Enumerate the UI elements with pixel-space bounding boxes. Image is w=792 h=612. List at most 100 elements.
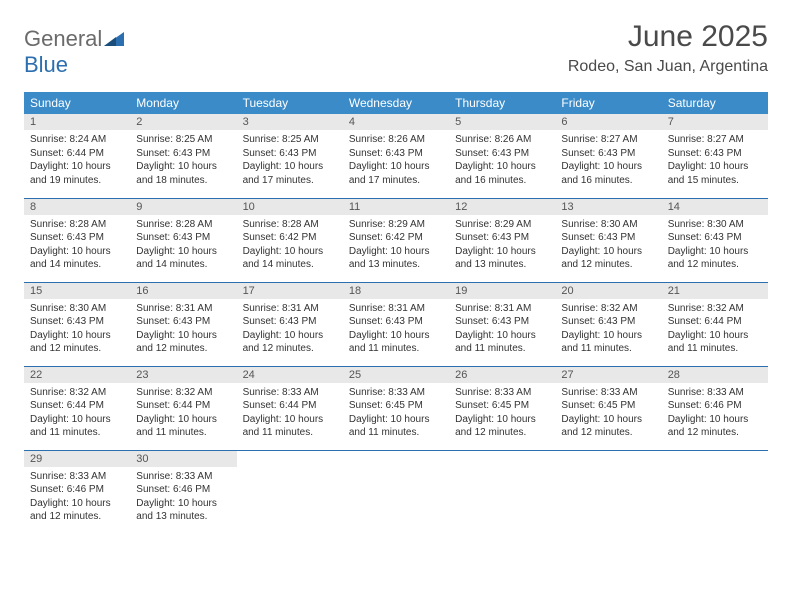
day-details: Sunrise: 8:30 AMSunset: 6:43 PMDaylight:… <box>555 215 661 276</box>
day-number: 10 <box>237 199 343 215</box>
day-number: 26 <box>449 367 555 383</box>
day-number: 4 <box>343 114 449 130</box>
day-number: 11 <box>343 199 449 215</box>
day-details: Sunrise: 8:27 AMSunset: 6:43 PMDaylight:… <box>662 130 768 191</box>
day-details: Sunrise: 8:29 AMSunset: 6:43 PMDaylight:… <box>449 215 555 276</box>
day-number: 28 <box>662 367 768 383</box>
calendar-cell: 7Sunrise: 8:27 AMSunset: 6:43 PMDaylight… <box>662 114 768 198</box>
day-number: 7 <box>662 114 768 130</box>
day-number: 8 <box>24 199 130 215</box>
calendar-cell-empty: .. <box>237 450 343 534</box>
day-number: 5 <box>449 114 555 130</box>
day-number: 18 <box>343 283 449 299</box>
calendar-cell: 6Sunrise: 8:27 AMSunset: 6:43 PMDaylight… <box>555 114 661 198</box>
day-details: Sunrise: 8:25 AMSunset: 6:43 PMDaylight:… <box>130 130 236 191</box>
weekday-header-row: Sunday Monday Tuesday Wednesday Thursday… <box>24 92 768 114</box>
calendar-cell: 2Sunrise: 8:25 AMSunset: 6:43 PMDaylight… <box>130 114 236 198</box>
calendar-cell: 12Sunrise: 8:29 AMSunset: 6:43 PMDayligh… <box>449 198 555 282</box>
calendar-cell: 15Sunrise: 8:30 AMSunset: 6:43 PMDayligh… <box>24 282 130 366</box>
day-number: 20 <box>555 283 661 299</box>
title-block: June 2025 Rodeo, San Juan, Argentina <box>568 20 768 76</box>
calendar-cell: 30Sunrise: 8:33 AMSunset: 6:46 PMDayligh… <box>130 450 236 534</box>
day-details: Sunrise: 8:32 AMSunset: 6:44 PMDaylight:… <box>662 299 768 360</box>
calendar-cell: 3Sunrise: 8:25 AMSunset: 6:43 PMDaylight… <box>237 114 343 198</box>
day-details: Sunrise: 8:31 AMSunset: 6:43 PMDaylight:… <box>449 299 555 360</box>
calendar-cell: 5Sunrise: 8:26 AMSunset: 6:43 PMDaylight… <box>449 114 555 198</box>
day-details: Sunrise: 8:30 AMSunset: 6:43 PMDaylight:… <box>662 215 768 276</box>
calendar-row: 29Sunrise: 8:33 AMSunset: 6:46 PMDayligh… <box>24 450 768 534</box>
calendar-cell: 17Sunrise: 8:31 AMSunset: 6:43 PMDayligh… <box>237 282 343 366</box>
weekday-header: Saturday <box>662 92 768 114</box>
day-details: Sunrise: 8:25 AMSunset: 6:43 PMDaylight:… <box>237 130 343 191</box>
calendar-cell: 21Sunrise: 8:32 AMSunset: 6:44 PMDayligh… <box>662 282 768 366</box>
calendar-cell: 23Sunrise: 8:32 AMSunset: 6:44 PMDayligh… <box>130 366 236 450</box>
day-details: Sunrise: 8:32 AMSunset: 6:44 PMDaylight:… <box>130 383 236 444</box>
page-title: June 2025 <box>568 20 768 54</box>
day-number: 23 <box>130 367 236 383</box>
day-details: Sunrise: 8:33 AMSunset: 6:45 PMDaylight:… <box>555 383 661 444</box>
calendar-cell: 20Sunrise: 8:32 AMSunset: 6:43 PMDayligh… <box>555 282 661 366</box>
day-details: Sunrise: 8:24 AMSunset: 6:44 PMDaylight:… <box>24 130 130 191</box>
day-number: 14 <box>662 199 768 215</box>
calendar-cell-empty: .. <box>555 450 661 534</box>
triangle-icon <box>104 26 124 51</box>
day-details: Sunrise: 8:31 AMSunset: 6:43 PMDaylight:… <box>130 299 236 360</box>
calendar-cell: 27Sunrise: 8:33 AMSunset: 6:45 PMDayligh… <box>555 366 661 450</box>
day-details: Sunrise: 8:33 AMSunset: 6:46 PMDaylight:… <box>662 383 768 444</box>
calendar-cell: 28Sunrise: 8:33 AMSunset: 6:46 PMDayligh… <box>662 366 768 450</box>
day-details: Sunrise: 8:26 AMSunset: 6:43 PMDaylight:… <box>449 130 555 191</box>
weekday-header: Wednesday <box>343 92 449 114</box>
day-details: Sunrise: 8:33 AMSunset: 6:45 PMDaylight:… <box>343 383 449 444</box>
day-number: 21 <box>662 283 768 299</box>
calendar-cell-empty: .. <box>343 450 449 534</box>
calendar-cell-empty: .. <box>662 450 768 534</box>
day-number: 24 <box>237 367 343 383</box>
calendar-cell: 8Sunrise: 8:28 AMSunset: 6:43 PMDaylight… <box>24 198 130 282</box>
day-number: 29 <box>24 451 130 467</box>
calendar-cell-empty: .. <box>449 450 555 534</box>
day-number: 17 <box>237 283 343 299</box>
day-number: 25 <box>343 367 449 383</box>
day-details: Sunrise: 8:28 AMSunset: 6:42 PMDaylight:… <box>237 215 343 276</box>
day-number: 1 <box>24 114 130 130</box>
day-details: Sunrise: 8:26 AMSunset: 6:43 PMDaylight:… <box>343 130 449 191</box>
day-details: Sunrise: 8:33 AMSunset: 6:44 PMDaylight:… <box>237 383 343 444</box>
day-number: 30 <box>130 451 236 467</box>
day-number: 6 <box>555 114 661 130</box>
weekday-header: Sunday <box>24 92 130 114</box>
calendar-cell: 19Sunrise: 8:31 AMSunset: 6:43 PMDayligh… <box>449 282 555 366</box>
calendar-row: 22Sunrise: 8:32 AMSunset: 6:44 PMDayligh… <box>24 366 768 450</box>
calendar-cell: 11Sunrise: 8:29 AMSunset: 6:42 PMDayligh… <box>343 198 449 282</box>
day-details: Sunrise: 8:28 AMSunset: 6:43 PMDaylight:… <box>130 215 236 276</box>
day-number: 16 <box>130 283 236 299</box>
calendar-row: 8Sunrise: 8:28 AMSunset: 6:43 PMDaylight… <box>24 198 768 282</box>
calendar-table: Sunday Monday Tuesday Wednesday Thursday… <box>24 92 768 534</box>
day-details: Sunrise: 8:30 AMSunset: 6:43 PMDaylight:… <box>24 299 130 360</box>
calendar-cell: 24Sunrise: 8:33 AMSunset: 6:44 PMDayligh… <box>237 366 343 450</box>
day-number: 15 <box>24 283 130 299</box>
header: General Blue June 2025 Rodeo, San Juan, … <box>24 20 768 78</box>
day-details: Sunrise: 8:33 AMSunset: 6:45 PMDaylight:… <box>449 383 555 444</box>
day-number: 9 <box>130 199 236 215</box>
day-details: Sunrise: 8:31 AMSunset: 6:43 PMDaylight:… <box>343 299 449 360</box>
brand-logo: General Blue <box>24 26 124 78</box>
day-details: Sunrise: 8:28 AMSunset: 6:43 PMDaylight:… <box>24 215 130 276</box>
calendar-cell: 29Sunrise: 8:33 AMSunset: 6:46 PMDayligh… <box>24 450 130 534</box>
calendar-body: 1Sunrise: 8:24 AMSunset: 6:44 PMDaylight… <box>24 114 768 534</box>
calendar-cell: 9Sunrise: 8:28 AMSunset: 6:43 PMDaylight… <box>130 198 236 282</box>
calendar-cell: 4Sunrise: 8:26 AMSunset: 6:43 PMDaylight… <box>343 114 449 198</box>
calendar-cell: 14Sunrise: 8:30 AMSunset: 6:43 PMDayligh… <box>662 198 768 282</box>
location-text: Rodeo, San Juan, Argentina <box>568 58 768 76</box>
weekday-header: Friday <box>555 92 661 114</box>
calendar-row: 1Sunrise: 8:24 AMSunset: 6:44 PMDaylight… <box>24 114 768 198</box>
calendar-cell: 10Sunrise: 8:28 AMSunset: 6:42 PMDayligh… <box>237 198 343 282</box>
day-number: 19 <box>449 283 555 299</box>
day-number: 12 <box>449 199 555 215</box>
day-details: Sunrise: 8:33 AMSunset: 6:46 PMDaylight:… <box>24 467 130 528</box>
calendar-cell: 1Sunrise: 8:24 AMSunset: 6:44 PMDaylight… <box>24 114 130 198</box>
day-details: Sunrise: 8:27 AMSunset: 6:43 PMDaylight:… <box>555 130 661 191</box>
day-number: 27 <box>555 367 661 383</box>
calendar-cell: 26Sunrise: 8:33 AMSunset: 6:45 PMDayligh… <box>449 366 555 450</box>
day-details: Sunrise: 8:31 AMSunset: 6:43 PMDaylight:… <box>237 299 343 360</box>
calendar-cell: 13Sunrise: 8:30 AMSunset: 6:43 PMDayligh… <box>555 198 661 282</box>
